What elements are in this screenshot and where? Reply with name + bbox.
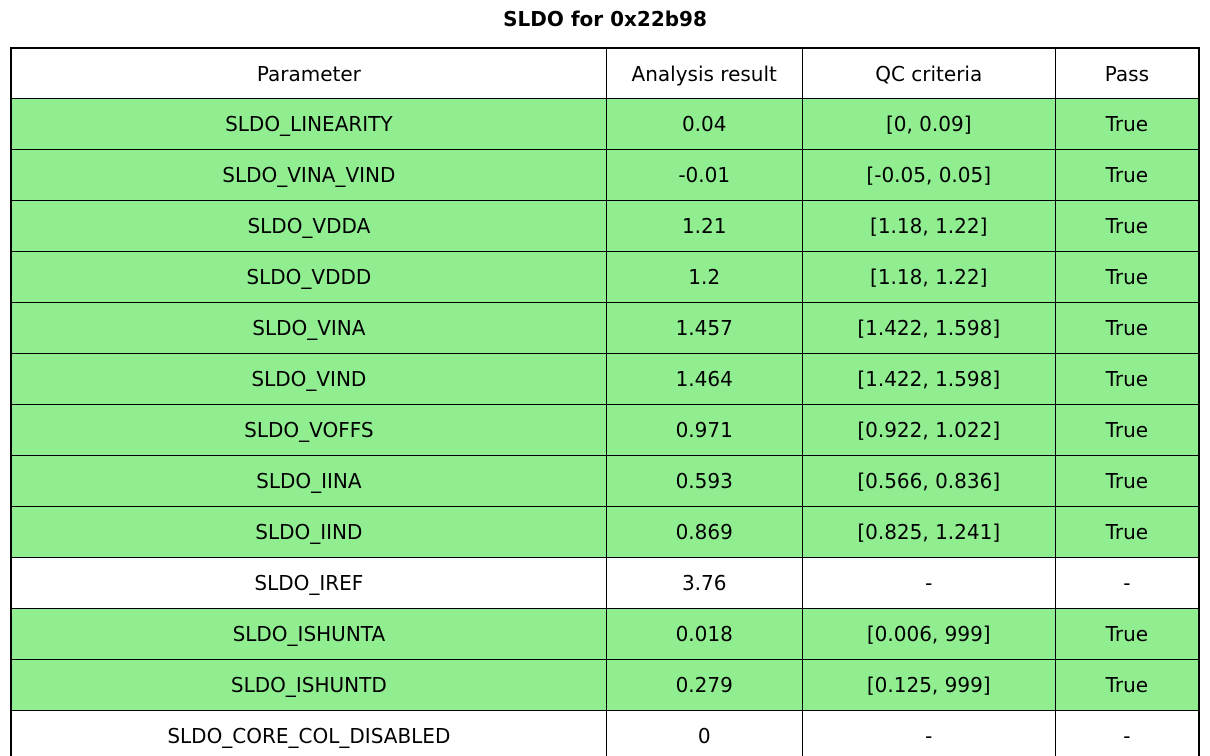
pass-cell: True: [1054, 608, 1200, 660]
analysis-result-cell: 1.464: [605, 353, 803, 405]
column-header-parameter: Parameter: [10, 47, 607, 99]
parameter-cell: SLDO_ISHUNTA: [10, 608, 607, 660]
table-row: SLDO_LINEARITY 0.04 [0, 0.09] True: [10, 98, 1200, 150]
qc-criteria-cell: [-0.05, 0.05]: [801, 149, 1056, 201]
qc-criteria-cell: [1.422, 1.598]: [801, 353, 1056, 405]
table-row: SLDO_VDDA 1.21 [1.18, 1.22] True: [10, 200, 1200, 252]
pass-cell: True: [1054, 98, 1200, 150]
pass-cell: True: [1054, 149, 1200, 201]
parameter-cell: SLDO_IIND: [10, 506, 607, 558]
parameter-cell: SLDO_CORE_COL_DISABLED: [10, 710, 607, 756]
qc-criteria-cell: -: [801, 557, 1056, 609]
parameter-cell: SLDO_VINA: [10, 302, 607, 354]
parameter-cell: SLDO_VDDD: [10, 251, 607, 303]
table-row: SLDO_IREF 3.76 - -: [10, 557, 1200, 609]
qc-criteria-cell: [1.18, 1.22]: [801, 200, 1056, 252]
qc-criteria-cell: [1.18, 1.22]: [801, 251, 1056, 303]
table-row: SLDO_VIND 1.464 [1.422, 1.598] True: [10, 353, 1200, 405]
parameter-cell: SLDO_IREF: [10, 557, 607, 609]
analysis-result-cell: 1.2: [605, 251, 803, 303]
parameter-cell: SLDO_LINEARITY: [10, 98, 607, 150]
analysis-result-cell: 1.457: [605, 302, 803, 354]
qc-criteria-cell: [0.825, 1.241]: [801, 506, 1056, 558]
pass-cell: True: [1054, 353, 1200, 405]
analysis-result-cell: 3.76: [605, 557, 803, 609]
parameter-cell: SLDO_ISHUNTD: [10, 659, 607, 711]
table-row: SLDO_VOFFS 0.971 [0.922, 1.022] True: [10, 404, 1200, 456]
parameter-cell: SLDO_VDDA: [10, 200, 607, 252]
analysis-result-cell: 0: [605, 710, 803, 756]
parameter-cell: SLDO_VIND: [10, 353, 607, 405]
column-header-pass: Pass: [1054, 47, 1200, 99]
pass-cell: True: [1054, 455, 1200, 507]
pass-cell: True: [1054, 404, 1200, 456]
table-row: SLDO_CORE_COL_DISABLED 0 - -: [10, 710, 1200, 756]
qc-criteria-cell: [0.125, 999]: [801, 659, 1056, 711]
table-row: SLDO_IINA 0.593 [0.566, 0.836] True: [10, 455, 1200, 507]
analysis-result-cell: 0.279: [605, 659, 803, 711]
analysis-result-cell: 0.04: [605, 98, 803, 150]
qc-criteria-cell: [0.566, 0.836]: [801, 455, 1056, 507]
pass-cell: True: [1054, 200, 1200, 252]
table-row: SLDO_IIND 0.869 [0.825, 1.241] True: [10, 506, 1200, 558]
qc-criteria-cell: [0.006, 999]: [801, 608, 1056, 660]
column-header-qc-criteria: QC criteria: [801, 47, 1056, 99]
column-header-analysis-result: Analysis result: [605, 47, 803, 99]
table-row: SLDO_VDDD 1.2 [1.18, 1.22] True: [10, 251, 1200, 303]
pass-cell: True: [1054, 302, 1200, 354]
analysis-result-cell: 0.971: [605, 404, 803, 456]
qc-criteria-cell: [0.922, 1.022]: [801, 404, 1056, 456]
qc-criteria-cell: -: [801, 710, 1056, 756]
qc-criteria-cell: [0, 0.09]: [801, 98, 1056, 150]
qc-results-table: Parameter Analysis result QC criteria Pa…: [10, 47, 1200, 756]
analysis-result-cell: 0.018: [605, 608, 803, 660]
table-row: SLDO_VINA 1.457 [1.422, 1.598] True: [10, 302, 1200, 354]
table-row: SLDO_VINA_VIND -0.01 [-0.05, 0.05] True: [10, 149, 1200, 201]
pass-cell: -: [1054, 710, 1200, 756]
analysis-result-cell: 1.21: [605, 200, 803, 252]
table-row: SLDO_ISHUNTD 0.279 [0.125, 999] True: [10, 659, 1200, 711]
pass-cell: True: [1054, 506, 1200, 558]
table-row: SLDO_ISHUNTA 0.018 [0.006, 999] True: [10, 608, 1200, 660]
figure-title: SLDO for 0x22b98: [503, 7, 707, 31]
qc-criteria-cell: [1.422, 1.598]: [801, 302, 1056, 354]
pass-cell: True: [1054, 659, 1200, 711]
pass-cell: -: [1054, 557, 1200, 609]
analysis-result-cell: 0.593: [605, 455, 803, 507]
analysis-result-cell: -0.01: [605, 149, 803, 201]
pass-cell: True: [1054, 251, 1200, 303]
header-row: Parameter Analysis result QC criteria Pa…: [10, 47, 1200, 99]
analysis-result-cell: 0.869: [605, 506, 803, 558]
parameter-cell: SLDO_VOFFS: [10, 404, 607, 456]
parameter-cell: SLDO_VINA_VIND: [10, 149, 607, 201]
parameter-cell: SLDO_IINA: [10, 455, 607, 507]
